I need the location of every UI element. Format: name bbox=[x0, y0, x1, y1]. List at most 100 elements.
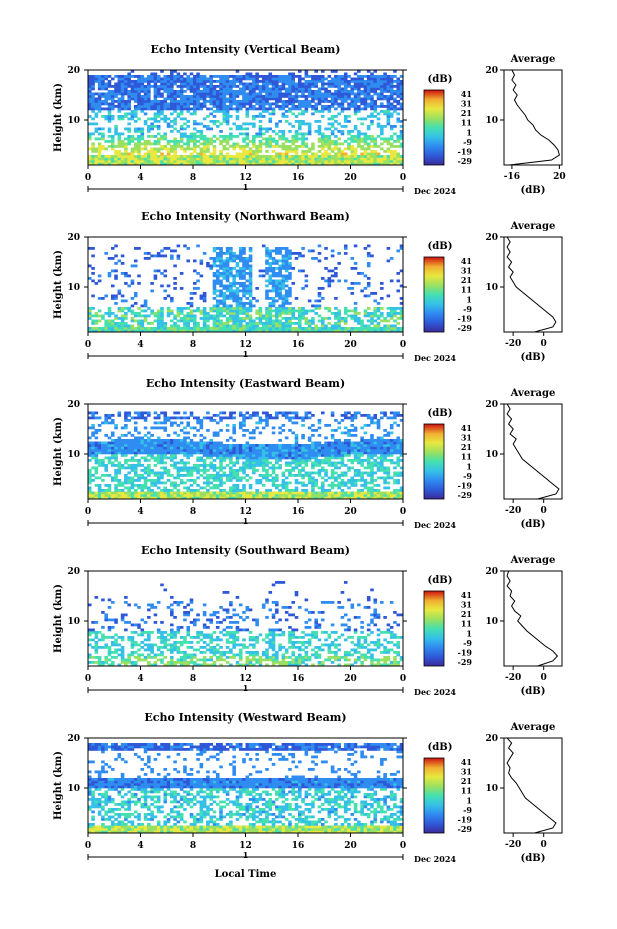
heatmap-cell bbox=[337, 152, 341, 156]
heatmap-cell bbox=[291, 125, 296, 128]
heatmap-cell bbox=[288, 309, 292, 313]
heatmap-cell bbox=[130, 494, 135, 497]
heatmap-cell bbox=[107, 446, 112, 450]
heatmap-cell bbox=[370, 85, 374, 88]
heatmap-cell bbox=[186, 107, 191, 111]
heatmap-cell bbox=[222, 327, 227, 330]
heatmap-cell bbox=[199, 107, 204, 111]
heatmap-cell bbox=[133, 155, 138, 158]
heatmap-cell bbox=[389, 127, 394, 131]
heatmap-cell bbox=[91, 247, 95, 250]
heatmap-cell bbox=[275, 314, 279, 318]
heatmap-cell bbox=[120, 157, 125, 161]
heatmap-cell bbox=[399, 95, 404, 98]
heatmap-cell bbox=[271, 329, 276, 333]
heatmap-cell bbox=[252, 446, 256, 450]
heatmap-cell bbox=[242, 304, 246, 308]
heatmap-cell bbox=[294, 157, 299, 161]
heatmap-cell bbox=[88, 80, 92, 83]
heatmap-cell bbox=[281, 494, 286, 497]
heatmap-cell bbox=[189, 112, 194, 116]
heatmap-cell bbox=[183, 150, 187, 153]
heatmap-cell bbox=[101, 147, 105, 151]
heatmap-cell bbox=[104, 97, 108, 101]
heatmap-cell bbox=[245, 474, 250, 477]
heatmap-cell bbox=[156, 102, 161, 106]
heatmap-cell bbox=[265, 102, 269, 106]
heatmap-cell bbox=[248, 254, 253, 258]
heatmap-cell bbox=[330, 147, 335, 151]
heatmap-cell bbox=[265, 249, 269, 253]
heatmap-cell bbox=[114, 75, 118, 78]
heatmap-cell bbox=[107, 451, 112, 455]
heatmap-cell bbox=[186, 259, 191, 263]
heatmap-cell bbox=[137, 484, 141, 487]
heatmap-cell bbox=[327, 307, 332, 310]
heatmap-cell bbox=[271, 150, 276, 153]
heatmap-cell bbox=[311, 157, 315, 161]
heatmap-cell bbox=[104, 451, 108, 455]
heatmap-cell bbox=[153, 77, 158, 81]
heatmap-cell bbox=[324, 105, 328, 108]
heatmap-cell bbox=[271, 262, 276, 265]
heatmap-cell bbox=[107, 145, 112, 148]
heatmap-cell bbox=[127, 414, 131, 417]
heatmap-cell bbox=[320, 157, 325, 161]
heatmap-cell bbox=[265, 459, 269, 462]
heatmap-cell bbox=[327, 160, 332, 163]
heatmap-cell bbox=[370, 327, 374, 330]
heatmap-cell bbox=[91, 294, 95, 298]
heatmap-cell bbox=[298, 312, 302, 315]
heatmap-cell bbox=[294, 147, 299, 151]
heatmap-cell bbox=[366, 105, 371, 108]
heatmap-cell bbox=[183, 464, 187, 467]
heatmap-cell bbox=[107, 414, 112, 417]
heatmap-cell bbox=[206, 77, 210, 81]
heatmap-cell bbox=[301, 269, 305, 273]
heatmap-cell bbox=[107, 309, 112, 313]
heatmap-cell bbox=[258, 150, 263, 153]
heatmap-cell bbox=[242, 464, 246, 467]
heatmap-cell bbox=[206, 90, 210, 93]
heatmap-cell bbox=[160, 317, 164, 320]
heatmap-cell bbox=[183, 446, 187, 450]
heatmap-cell bbox=[380, 282, 384, 285]
heatmap-cell bbox=[199, 439, 204, 442]
heatmap-cell bbox=[140, 456, 145, 460]
heatmap-cell bbox=[350, 292, 355, 295]
heatmap-cell bbox=[183, 157, 187, 161]
heatmap-cell bbox=[357, 135, 361, 138]
heatmap-cell bbox=[202, 454, 207, 457]
heatmap-cell bbox=[179, 494, 184, 497]
heatmap-cell bbox=[196, 145, 200, 148]
heatmap-cell bbox=[268, 494, 273, 497]
heatmap-cell bbox=[143, 80, 148, 83]
heatmap-cell bbox=[232, 464, 236, 467]
heatmap-cell bbox=[268, 92, 273, 96]
heatmap-cell bbox=[343, 317, 348, 320]
heatmap-cell bbox=[288, 262, 292, 265]
heatmap-cell bbox=[163, 289, 168, 293]
heatmap-cell bbox=[97, 82, 102, 86]
heatmap-cell bbox=[104, 140, 108, 143]
heatmap-cell bbox=[94, 322, 99, 325]
heatmap-cell bbox=[153, 72, 158, 76]
heatmap-cell bbox=[150, 122, 154, 126]
heatmap-cell bbox=[399, 87, 404, 91]
heatmap-cell bbox=[242, 102, 246, 106]
heatmap-cell bbox=[248, 72, 253, 76]
heatmap-cell bbox=[252, 491, 256, 495]
heatmap-cell bbox=[107, 486, 112, 490]
heatmap-cell bbox=[317, 307, 322, 310]
heatmap-cell bbox=[179, 444, 184, 447]
heatmap-cell bbox=[219, 294, 223, 298]
heatmap-cell bbox=[147, 451, 151, 455]
heatmap-cell bbox=[104, 322, 108, 325]
heatmap-cell bbox=[97, 85, 102, 88]
heatmap-cell bbox=[330, 70, 335, 73]
heatmap-cell bbox=[127, 431, 131, 435]
heatmap-cell bbox=[104, 474, 108, 477]
heatmap-cell bbox=[370, 140, 374, 143]
heatmap-cell bbox=[370, 120, 374, 123]
heatmap-cell bbox=[120, 87, 125, 91]
